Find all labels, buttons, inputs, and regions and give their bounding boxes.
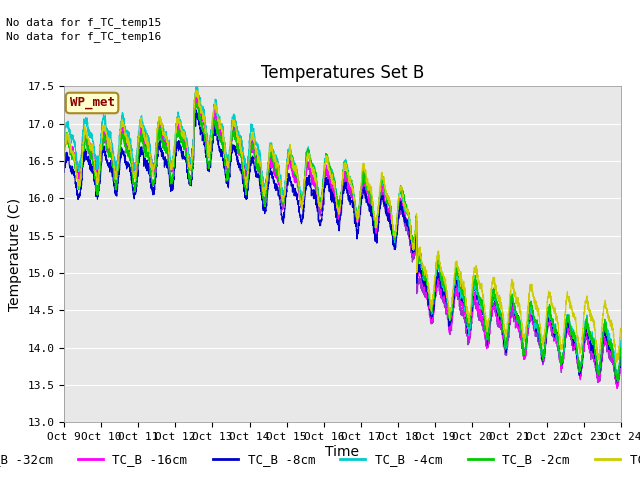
TC_B -32cm (449, 316, 456, 322)
TC_B -4cm (237, 139, 244, 144)
TC_B +4cm (237, 148, 244, 154)
TC_B -16cm (237, 149, 244, 155)
TC_B -32cm (614, 384, 621, 390)
TC_B -4cm (614, 377, 621, 383)
Line: TC_B +4cm: TC_B +4cm (64, 91, 621, 362)
Line: TC_B -32cm: TC_B -32cm (64, 94, 621, 387)
Line: TC_B -4cm: TC_B -4cm (64, 86, 621, 380)
TC_B -8cm (479, 310, 486, 315)
TC_B -4cm (449, 308, 456, 313)
TC_B -8cm (617, 348, 625, 354)
TC_B -32cm (479, 320, 486, 326)
TC_B -32cm (449, 313, 456, 319)
TC_B -32cm (237, 147, 244, 153)
TC_B -8cm (237, 166, 244, 171)
TC_B +4cm (60, 154, 68, 159)
TC_B -8cm (520, 346, 527, 352)
TC_B -4cm (479, 303, 486, 309)
TC_B -16cm (193, 92, 201, 98)
X-axis label: Time: Time (325, 445, 360, 459)
TC_B +4cm (479, 288, 486, 293)
TC_B -16cm (413, 278, 420, 284)
TC_B +4cm (617, 327, 625, 333)
TC_B -4cm (60, 144, 68, 150)
TC_B -2cm (614, 379, 621, 385)
TC_B -32cm (413, 285, 420, 291)
TC_B -16cm (479, 316, 486, 322)
TC_B -16cm (614, 385, 621, 391)
TC_B -2cm (193, 100, 201, 106)
TC_B -4cm (413, 269, 420, 275)
TC_B -2cm (237, 152, 244, 158)
TC_B -32cm (520, 345, 527, 351)
TC_B +4cm (520, 335, 527, 341)
TC_B -2cm (479, 298, 486, 303)
Title: Temperatures Set B: Temperatures Set B (260, 64, 424, 82)
TC_B +4cm (193, 88, 201, 94)
TC_B +4cm (613, 360, 621, 365)
TC_B -8cm (60, 168, 68, 174)
TC_B +4cm (449, 287, 456, 293)
TC_B -16cm (449, 310, 456, 315)
Legend: TC_B -32cm, TC_B -16cm, TC_B -8cm, TC_B -4cm, TC_B -2cm, TC_B +4cm: TC_B -32cm, TC_B -16cm, TC_B -8cm, TC_B … (0, 448, 640, 471)
TC_B -2cm (449, 299, 456, 304)
TC_B -8cm (449, 303, 456, 309)
Text: No data for f_TC_temp15: No data for f_TC_temp15 (6, 17, 162, 28)
Text: WP_met: WP_met (70, 96, 115, 109)
TC_B -32cm (192, 91, 200, 96)
TC_B -4cm (617, 337, 625, 343)
TC_B -8cm (449, 306, 456, 312)
TC_B +4cm (449, 294, 456, 300)
TC_B -16cm (520, 353, 527, 359)
Y-axis label: Temperature (C): Temperature (C) (8, 198, 22, 311)
TC_B -4cm (520, 348, 527, 353)
Line: TC_B -8cm: TC_B -8cm (64, 110, 621, 383)
TC_B +4cm (413, 264, 420, 270)
TC_B -8cm (193, 107, 200, 113)
Line: TC_B -16cm: TC_B -16cm (64, 95, 621, 388)
TC_B -2cm (520, 344, 527, 349)
TC_B -8cm (413, 274, 420, 279)
TC_B -16cm (449, 307, 456, 313)
Text: No data for f_TC_temp16: No data for f_TC_temp16 (6, 31, 162, 42)
TC_B -32cm (617, 354, 625, 360)
TC_B -2cm (60, 151, 68, 156)
TC_B -16cm (60, 149, 68, 155)
TC_B -2cm (617, 349, 625, 355)
TC_B -8cm (614, 380, 621, 386)
TC_B -32cm (60, 147, 68, 153)
TC_B -2cm (449, 304, 456, 310)
Line: TC_B -2cm: TC_B -2cm (64, 103, 621, 382)
TC_B -4cm (449, 299, 456, 304)
TC_B -2cm (413, 264, 420, 270)
TC_B -16cm (617, 357, 625, 362)
TC_B -4cm (193, 84, 200, 89)
